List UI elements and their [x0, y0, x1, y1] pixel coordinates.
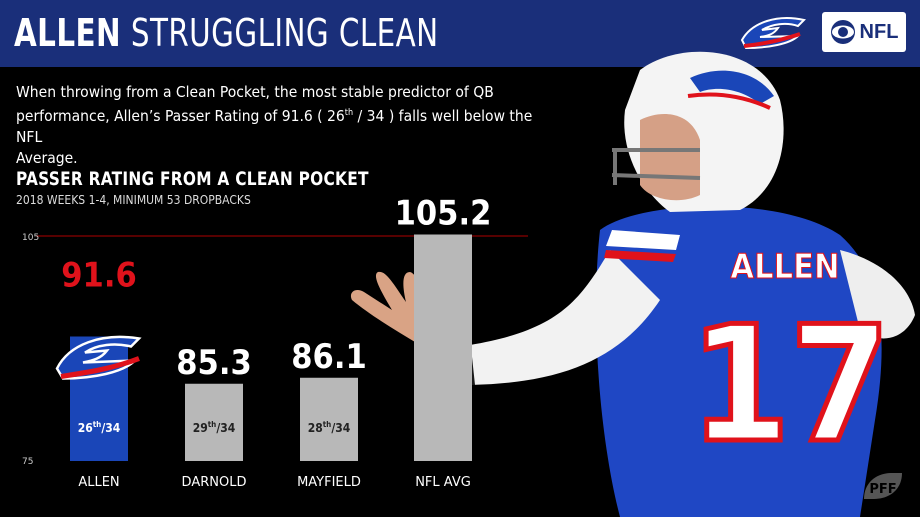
- category-label-nfl-avg: NFL AVG: [415, 475, 471, 490]
- value-label-darnold: 85.3: [176, 343, 251, 383]
- bar-nfl-avg: [414, 234, 472, 461]
- jersey-name: ALLEN: [730, 247, 839, 287]
- intro-line-2a: performance, Allen’s Passer Rating of 91…: [16, 107, 345, 126]
- logo-group: NFL: [738, 10, 906, 54]
- helmet-logo: [690, 70, 774, 104]
- pff-logo-text: PFF: [869, 482, 896, 497]
- y-tick-bottom: 75: [22, 457, 33, 467]
- chart-title: PASSER RATING FROM A CLEAN POCKET: [16, 168, 369, 190]
- value-label-mayfield: 86.1: [291, 337, 366, 377]
- pff-logo-icon: PFF: [864, 473, 902, 499]
- intro-line-2-sup: th: [344, 108, 354, 118]
- intro-line-2b: / 34 ) falls well below the NFL: [16, 107, 533, 147]
- value-label-allen: 91.6: [61, 256, 136, 296]
- network-logo: NFL: [822, 12, 906, 52]
- header-bar: ALLEN STRUGGLING CLEAN NFL: [0, 0, 920, 67]
- helmet-logo-stripe: [687, 92, 771, 110]
- rank-label-darnold: 29th/34: [193, 420, 236, 435]
- player-arm-right: [840, 250, 915, 339]
- title-rest: STRUGGLING CLEAN: [130, 11, 439, 55]
- bills-logo-bar-icon: [55, 335, 142, 380]
- category-label-allen: ALLEN: [78, 475, 119, 490]
- bar-mayfield: [300, 377, 358, 461]
- intro-line-1: When throwing from a Clean Pocket, the m…: [16, 83, 494, 101]
- category-label-mayfield: MAYFIELD: [297, 475, 361, 490]
- intro-line-3: Average.: [16, 149, 78, 168]
- y-tick-top: 105: [22, 233, 39, 243]
- page-title: ALLEN STRUGGLING CLEAN: [14, 10, 439, 56]
- network-label: NFL: [859, 20, 899, 43]
- sleeve-stripe-red: [604, 250, 676, 262]
- chart-subtitle: 2018 WEEKS 1-4, MINIMUM 53 DROPBACKS: [16, 193, 251, 207]
- bar-darnold: [185, 383, 243, 461]
- facemask: [611, 148, 701, 185]
- jersey-shape: [596, 206, 882, 517]
- title-name: ALLEN: [14, 11, 122, 55]
- bills-logo-icon: [740, 17, 806, 50]
- intro-paragraph: When throwing from a Clean Pocket, the m…: [16, 82, 536, 169]
- jersey-number: 17: [690, 291, 890, 478]
- rank-label-allen: 26th/34: [78, 420, 121, 435]
- rank-label-mayfield: 28th/34: [308, 420, 351, 435]
- category-label-darnold: DARNOLD: [182, 475, 247, 490]
- value-label-nfl-avg: 105.2: [395, 194, 492, 234]
- sleeve-stripe-white: [606, 230, 680, 250]
- player-sleeve: [460, 250, 660, 385]
- cbs-eye-icon: [830, 20, 855, 44]
